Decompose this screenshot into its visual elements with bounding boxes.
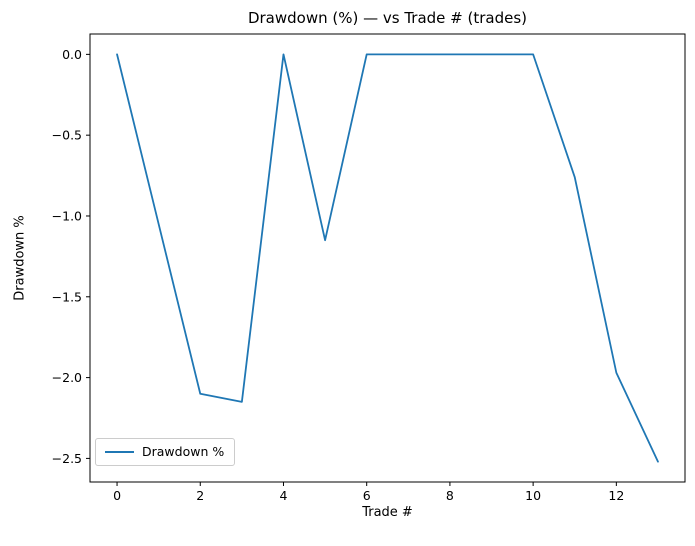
y-tick-label: −0.5 bbox=[52, 128, 82, 143]
x-axis-label: Trade # bbox=[362, 505, 413, 520]
x-tick-label: 4 bbox=[280, 488, 288, 503]
y-tick-label: −1.0 bbox=[52, 208, 82, 223]
x-tick-label: 12 bbox=[608, 488, 624, 503]
x-tick-label: 6 bbox=[363, 488, 371, 503]
chart-title: Drawdown (%) — vs Trade # (trades) bbox=[247, 9, 528, 27]
drawdown-line bbox=[116, 53, 659, 463]
y-tick-label: −1.5 bbox=[52, 289, 82, 304]
legend-label: Drawdown % bbox=[142, 444, 225, 459]
x-tick-label: 0 bbox=[113, 488, 121, 503]
legend-line-sample bbox=[105, 451, 134, 453]
y-tick-label: 0.0 bbox=[62, 47, 82, 62]
x-tick-label: 10 bbox=[525, 488, 541, 503]
y-tick-label: −2.0 bbox=[52, 370, 82, 385]
axes-frame bbox=[89, 33, 686, 483]
x-tick-label: 2 bbox=[196, 488, 204, 503]
legend: Drawdown % bbox=[95, 438, 236, 466]
x-tick-label: 8 bbox=[446, 488, 454, 503]
y-tick-label: −2.5 bbox=[52, 451, 82, 466]
